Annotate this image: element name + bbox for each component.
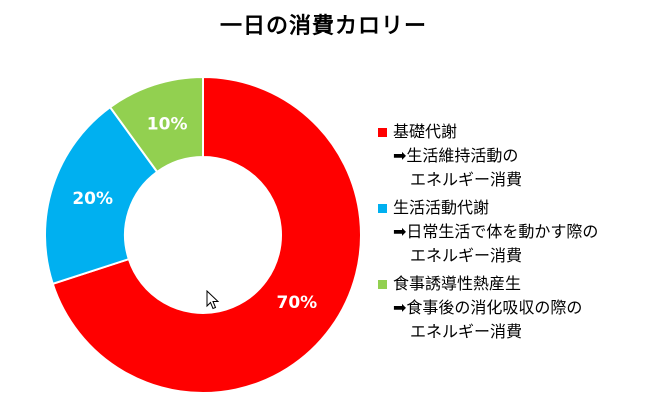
data-label-diet-induced-thermogenesis: 10% [147, 115, 188, 135]
legend-item-diet-induced-thermogenesis[interactable]: 食事誘導性熱産生 ➡食事後の消化吸収の際の エネルギー消費 [378, 272, 643, 344]
legend-swatch-red [378, 127, 387, 137]
slice-diet-induced-thermogenesis[interactable] [108, 75, 204, 174]
legend-swatch-blue [378, 203, 387, 213]
legend-swatch-green [378, 279, 387, 289]
legend-description-line2: エネルギー消費 [410, 170, 523, 189]
chart-title: 一日の消費カロリー [219, 14, 427, 39]
legend-label: 基礎代謝 [393, 122, 458, 141]
legend-description: ➡食事後の消化吸収の際の [393, 298, 583, 317]
legend-item-activity-metabolism[interactable]: 生活活動代謝 ➡日常生活で体を動かす際の エネルギー消費 [378, 196, 643, 268]
legend-description-line2: エネルギー消費 [410, 246, 523, 265]
data-label-basal-metabolism: 70% [276, 293, 317, 313]
slice-basal-metabolism[interactable] [51, 75, 362, 394]
slice-activity-metabolism[interactable] [44, 105, 159, 286]
legend-item-basal-metabolism[interactable]: 基礎代謝 ➡生活維持活動の エネルギー消費 [378, 120, 643, 192]
legend: 基礎代謝 ➡生活維持活動の エネルギー消費 生活活動代謝 ➡日常生活で体を動かす… [378, 120, 643, 348]
legend-label: 食事誘導性熱産生 [393, 274, 522, 293]
legend-description-line2: エネルギー消費 [410, 322, 523, 341]
legend-description: ➡生活維持活動の [393, 146, 519, 165]
mouse-pointer-icon [206, 289, 220, 314]
legend-label: 生活活動代謝 [393, 198, 490, 217]
data-label-activity-metabolism: 20% [72, 189, 113, 209]
legend-description: ➡日常生活で体を動かす際の [393, 222, 599, 241]
